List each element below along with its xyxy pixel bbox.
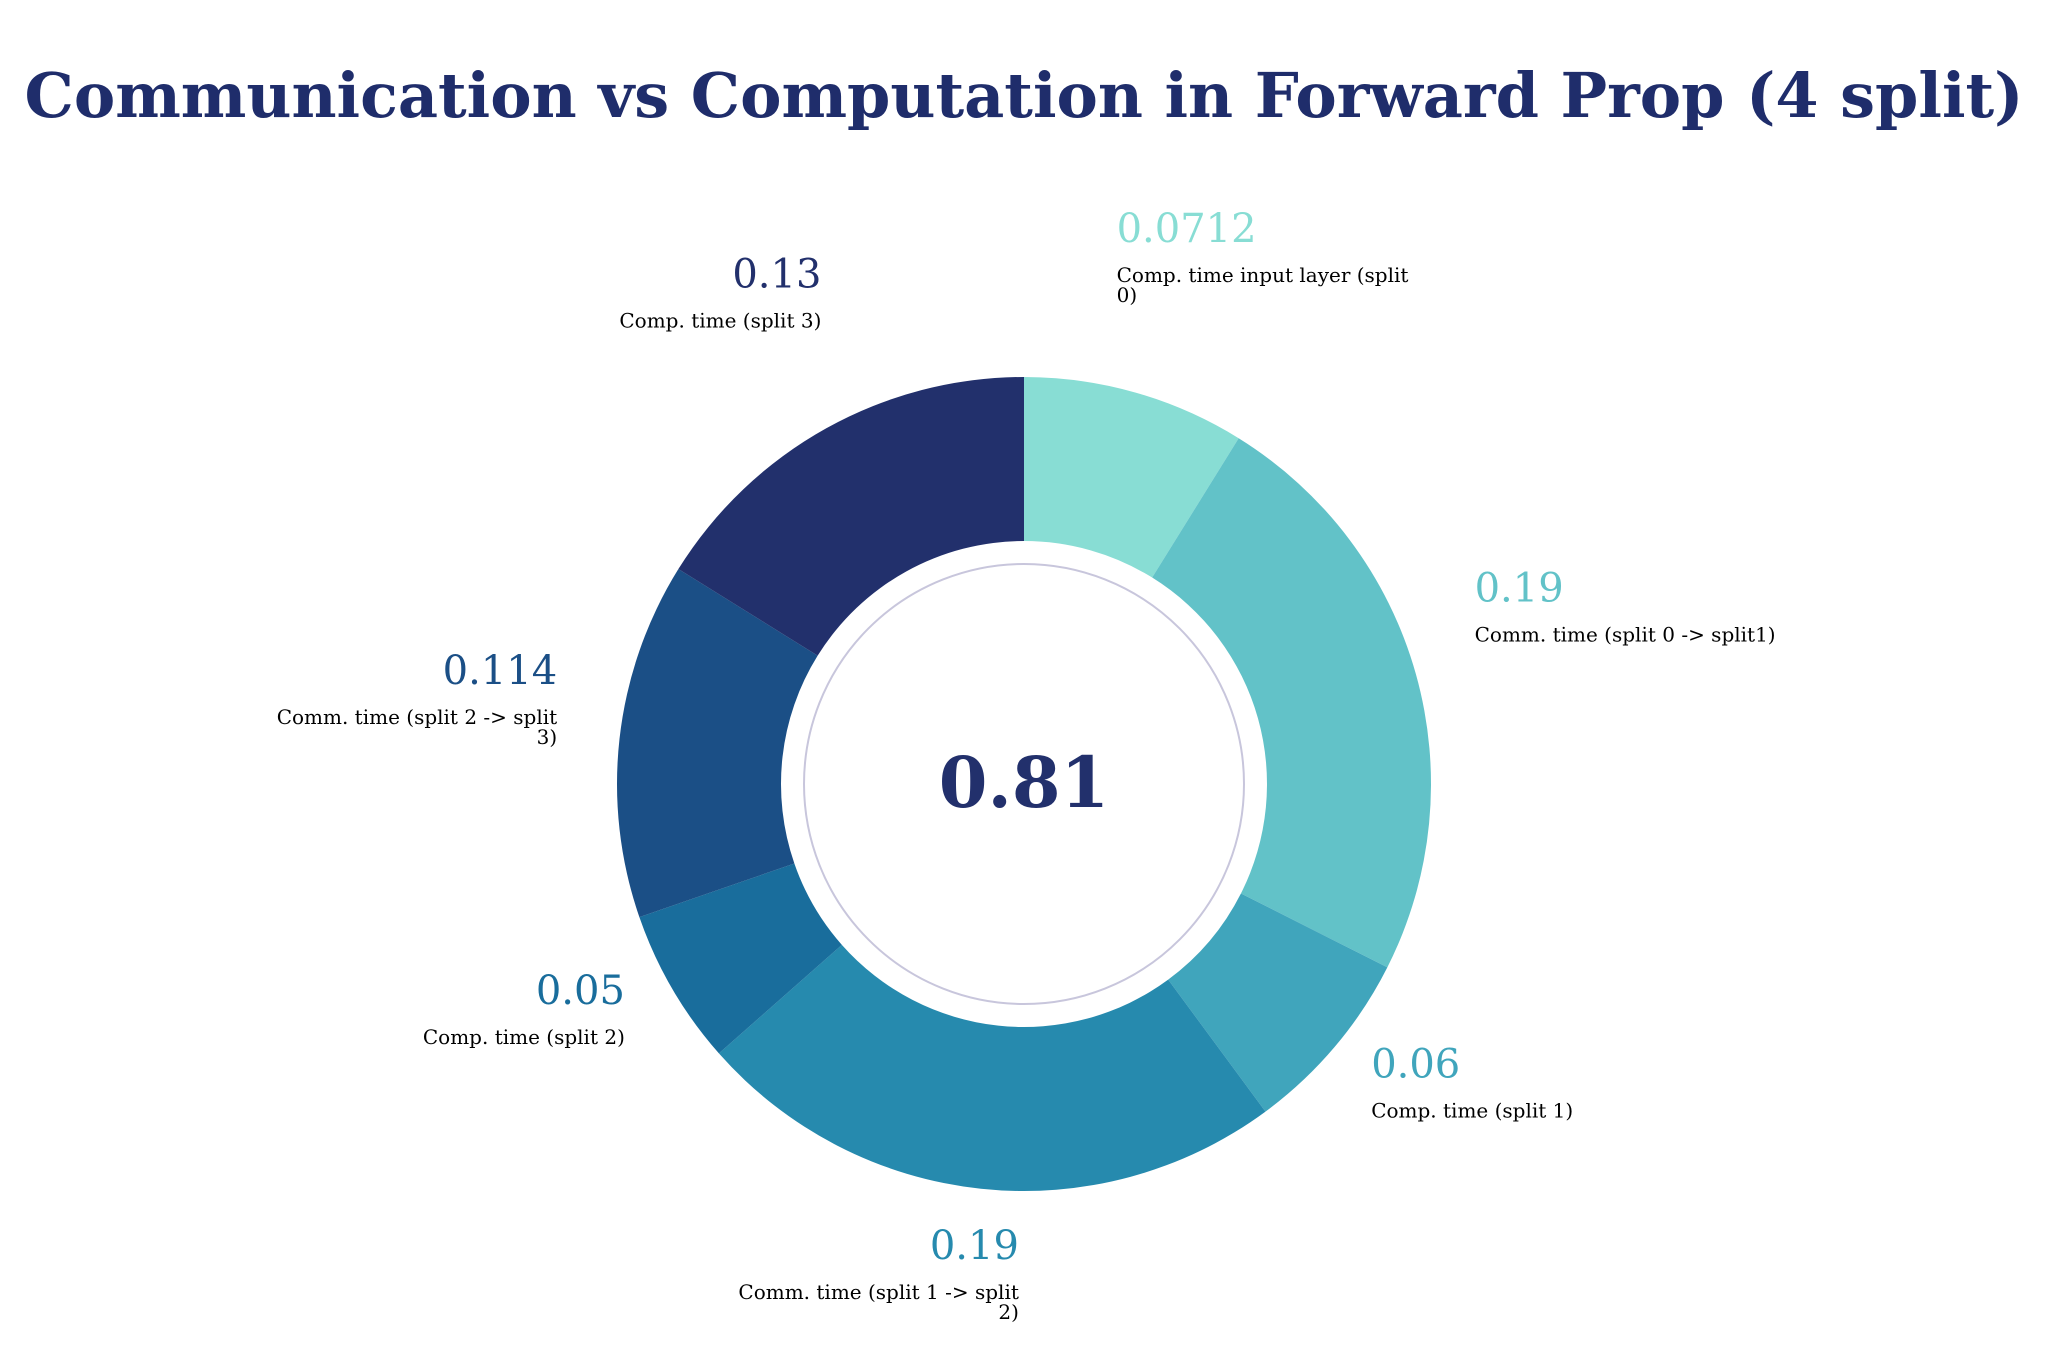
donut-slice: [1168, 893, 1388, 1112]
slice-value-label: 0.114: [443, 648, 558, 694]
slice-value-label: 0.19: [1475, 565, 1564, 611]
slice-name-label: Comm. time (split 1 -> split: [738, 1280, 1019, 1304]
slice-name-label: Comp. time input layer (split: [1117, 263, 1409, 287]
donut-slice: [616, 569, 818, 918]
slice-name-label: Comm. time (split 2 -> split: [277, 705, 558, 729]
donut-slice: [1152, 438, 1431, 968]
slice-value-label: 0.13: [732, 252, 821, 298]
donut-slice: [678, 377, 1024, 656]
center-total-label: 0.81: [939, 741, 1110, 824]
slice-name-label: Comm. time (split 0 -> split1): [1475, 622, 1776, 646]
donut-slice: [1024, 377, 1239, 578]
donut-slice: [718, 944, 1266, 1191]
slice-name-label: 0): [1117, 283, 1138, 307]
slice-name-label: Comp. time (split 1): [1371, 1099, 1573, 1123]
chart-title: Communication vs Computation in Forward …: [25, 59, 2024, 132]
slice-name-label: 2): [998, 1300, 1019, 1324]
slice-value-label: 0.05: [536, 968, 625, 1014]
inner-ring: [803, 563, 1245, 1005]
slice-name-label: Comp. time (split 3): [619, 309, 821, 333]
slice-value-label: 0.06: [1371, 1042, 1460, 1088]
slice-name-label: 3): [537, 725, 558, 749]
donut-slices: [616, 377, 1431, 1191]
donut-slice: [639, 863, 842, 1054]
slice-value-label: 0.19: [930, 1223, 1019, 1269]
slice-name-label: Comp. time (split 2): [423, 1025, 625, 1049]
slice-value-label: 0.0712: [1117, 206, 1257, 252]
